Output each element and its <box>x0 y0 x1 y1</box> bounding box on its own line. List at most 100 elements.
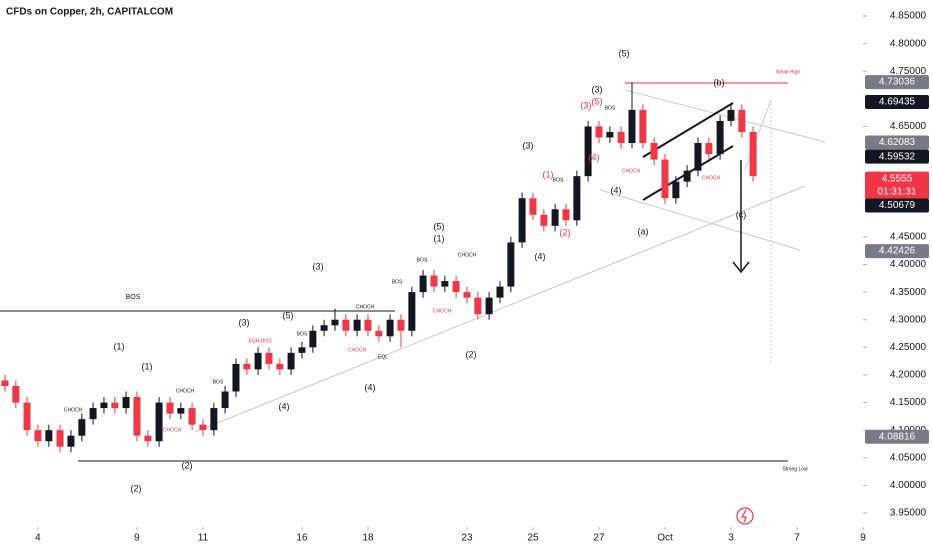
chart-title: CFDs on Copper, 2h, CAPITALCOM <box>6 7 173 18</box>
y-tick-label: 4.30000 <box>890 314 927 325</box>
price-badge <box>865 135 929 150</box>
candle-body <box>56 430 64 447</box>
candle-body <box>397 319 405 331</box>
candle-body <box>485 297 493 315</box>
countdown: 01:31:31 <box>878 186 917 197</box>
annotation: CHOCH <box>622 168 641 174</box>
annotation: (1) <box>434 233 445 243</box>
candle-body <box>617 131 625 144</box>
channel-lower <box>599 189 801 251</box>
candle-body <box>331 319 339 326</box>
x-tick-label: 11 <box>198 533 209 544</box>
candle-body <box>452 281 460 293</box>
annotation: CHOCH <box>702 175 721 181</box>
annotation: CHOCH <box>356 304 375 310</box>
price-badge-label: 4.59532 <box>879 151 916 162</box>
candle-body <box>342 319 350 331</box>
y-tick-label: 4.20000 <box>890 370 927 381</box>
candle-body <box>518 198 526 243</box>
candle-body <box>111 402 119 409</box>
candle-body <box>34 430 42 442</box>
y-tick-label: 4.15000 <box>890 397 927 408</box>
candle-body <box>584 126 592 177</box>
candle-body <box>122 397 130 409</box>
candle-body <box>540 214 548 226</box>
annotation: (2) <box>182 460 193 470</box>
candle-body <box>177 408 185 414</box>
x-tick-label: 3 <box>728 533 734 544</box>
y-tick-label: 4.25000 <box>890 342 927 353</box>
annotation: Weak High <box>776 69 801 75</box>
annotation: (a) <box>638 226 649 236</box>
candle-body <box>287 352 295 370</box>
candle-body <box>694 143 702 171</box>
price-badge-label: 4.5555 <box>882 173 913 184</box>
annotation: (5) <box>592 96 603 106</box>
candle-body <box>210 408 218 431</box>
candle-body <box>419 275 427 293</box>
candle-body <box>474 297 482 315</box>
y-tick-label: 4.05000 <box>890 452 927 463</box>
annotation: (2) <box>560 227 571 237</box>
candle-body <box>661 159 669 199</box>
annotation: (3) <box>523 140 534 150</box>
candle-body <box>298 347 306 353</box>
annotation: CHOCH <box>348 347 367 353</box>
x-tick-label: 9 <box>860 533 866 544</box>
x-tick-label: 4 <box>35 533 41 544</box>
channel-upper <box>624 89 826 143</box>
annotation: CHOCH <box>176 388 195 394</box>
candle-body <box>353 319 361 331</box>
x-tick-label: 9 <box>134 533 140 544</box>
price-badge-label: 4.69435 <box>879 97 916 108</box>
y-tick-label: 4.00000 <box>890 480 927 491</box>
price-badge-label: 4.73036 <box>879 77 916 88</box>
y-tick-label: 4.35000 <box>890 287 927 298</box>
price-badge <box>865 171 929 200</box>
candle-body <box>551 209 559 226</box>
y-tick-label: 4.45000 <box>890 232 927 243</box>
candle-body <box>606 131 614 138</box>
price-badge <box>865 149 929 164</box>
candle-body <box>430 275 438 287</box>
annotation: BOS <box>392 279 403 285</box>
candle-body <box>254 352 262 370</box>
candle-body <box>276 363 284 370</box>
candle-body <box>100 402 108 409</box>
candle-body <box>562 209 570 221</box>
candle-body <box>232 363 240 392</box>
x-tick-label: 18 <box>362 533 374 544</box>
annotation: CHOCH <box>64 407 83 413</box>
candle-body <box>595 126 603 138</box>
drawings <box>0 82 826 525</box>
x-tick-label: 27 <box>593 533 605 544</box>
annotation: CHOCH <box>458 252 477 258</box>
candle-body <box>309 330 317 348</box>
candle-body <box>716 120 724 155</box>
x-tick-label: Oct <box>657 533 673 544</box>
price-badge <box>865 75 929 90</box>
candle-body <box>727 109 735 121</box>
candle-body <box>749 131 757 177</box>
annotation: (2) <box>466 349 477 359</box>
x-tick-label: 23 <box>461 533 473 544</box>
price-badge-label: 4.62083 <box>879 137 916 148</box>
annotation: (3) <box>581 100 592 110</box>
y-tick-label: 4.75000 <box>890 66 927 77</box>
projection-up <box>744 99 772 171</box>
y-tick-label: 3.95000 <box>890 508 927 519</box>
annotation: (c) <box>736 209 747 219</box>
annotation: (4) <box>611 185 622 195</box>
price-badge <box>865 94 929 109</box>
annotation: BOS <box>126 294 141 301</box>
annotation: BOS <box>213 379 224 385</box>
alert-icon[interactable] <box>736 507 754 525</box>
annotation: (4) <box>535 251 546 261</box>
channel-top <box>642 102 734 158</box>
price-badge <box>865 198 929 213</box>
arrow-head <box>732 261 750 274</box>
candle-body <box>529 198 537 215</box>
annotation: (1) <box>142 361 153 371</box>
